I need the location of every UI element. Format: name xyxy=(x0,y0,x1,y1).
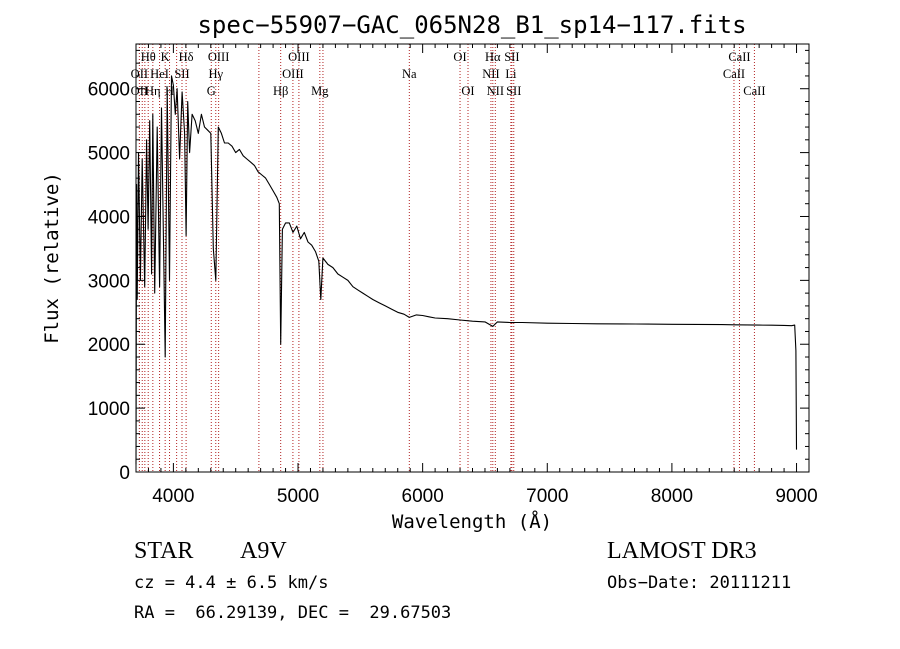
line-label-top-8: CaII xyxy=(728,50,750,64)
line-label-bottom-5: Mg xyxy=(311,84,329,98)
line-label-middle-8: CaII xyxy=(723,67,745,81)
y-axis-label: Flux (relative) xyxy=(41,172,63,344)
spectral-subclass: A9V xyxy=(240,538,287,564)
x-axis-label: Wavelength (Å) xyxy=(392,510,552,533)
line-label-top-1: K xyxy=(161,50,170,64)
coordinates: RA = 66.29139, DEC = 29.67503 xyxy=(134,603,452,623)
line-label-middle-7: Li xyxy=(505,67,517,81)
line-label-middle-2: SII xyxy=(174,67,189,81)
x-tick-label-4000: 4000 xyxy=(152,486,194,507)
x-tick-label-8000: 8000 xyxy=(651,486,693,507)
y-tick-label-5000: 5000 xyxy=(88,144,130,165)
line-label-bottom-1: Hη xyxy=(145,84,161,98)
axis-ticks: 4000 5000 6000 7000 8000 9000 0 1000 2000 3000 400… xyxy=(88,44,818,507)
x-tick-label-9000: 9000 xyxy=(775,486,817,507)
x-tick-label-7000: 7000 xyxy=(526,486,568,507)
line-label-bottom-3: G xyxy=(207,84,216,98)
line-label-middle-4: OIII xyxy=(282,67,304,81)
line-label-top-0: Hθ xyxy=(141,50,156,64)
line-label-bottom-9: CaII xyxy=(743,84,765,98)
line-label-top-5: OI xyxy=(453,50,466,64)
x-tick-label-5000: 5000 xyxy=(277,486,319,507)
observation-date: Obs−Date: 20111211 xyxy=(607,573,792,593)
line-label-top-2: Hδ xyxy=(179,50,194,64)
line-label-top-6: Hα xyxy=(485,50,501,64)
line-label-bottom-7: NII xyxy=(487,84,504,98)
line-label-middle-1: HeI xyxy=(150,67,169,81)
line-label-middle-3: Hγ xyxy=(208,67,223,81)
y-tick-label-2000: 2000 xyxy=(88,335,130,356)
line-label-middle-5: Na xyxy=(402,67,417,81)
line-label-bottom-4: Hβ xyxy=(273,84,288,98)
line-label-top-7: SII xyxy=(504,50,519,64)
y-tick-label-6000: 6000 xyxy=(88,80,130,101)
plot-area-border xyxy=(135,43,810,473)
line-label-middle-6: NII xyxy=(482,67,499,81)
y-tick-label-3000: 3000 xyxy=(88,271,130,292)
line-label-middle-0: OII xyxy=(131,67,148,81)
y-tick-label-1000: 1000 xyxy=(88,399,130,420)
line-label-bottom-0: OII xyxy=(131,84,148,98)
y-tick-label-0: 0 xyxy=(119,463,130,484)
redshift-info: cz = 4.4 ± 6.5 km/s xyxy=(134,573,329,593)
line-label-top-3: OIII xyxy=(208,50,230,64)
spectrum-line xyxy=(135,75,798,465)
line-label-top-4: OIII xyxy=(288,50,310,64)
object-type: STAR xyxy=(134,538,194,564)
spectrum-series xyxy=(135,75,798,465)
line-label-bottom-6: OI xyxy=(461,84,474,98)
survey-name: LAMOST DR3 xyxy=(607,538,757,564)
plot-frame xyxy=(135,43,810,473)
line-label-bottom-8: SII xyxy=(506,84,521,98)
y-tick-label-4000: 4000 xyxy=(88,207,130,228)
x-tick-label-6000: 6000 xyxy=(402,486,444,507)
line-label-bottom-2: H xyxy=(165,84,174,98)
chart-title: spec−55907−GAC_065N28_B1_sp14−117.fits xyxy=(197,11,746,39)
